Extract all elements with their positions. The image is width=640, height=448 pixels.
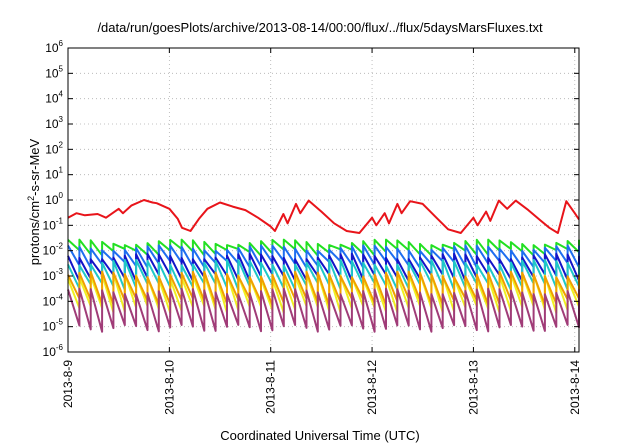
chart-title: /data/run/goesPlots/archive/2013-08-14/0… bbox=[97, 20, 543, 35]
y-tick-label: 10-1 bbox=[43, 216, 64, 232]
x-tick-label: 2013-8-14 bbox=[568, 360, 582, 415]
y-axis-label: protons/cm2-s-sr-MeV bbox=[26, 139, 42, 265]
x-tick-label: 2013-8-12 bbox=[365, 360, 379, 415]
x-tick-label: 2013-8-9 bbox=[61, 360, 75, 408]
y-ticks: 10-6 10-5 10-4 10-3 10-2 10-1 100 101 102 103 104 1… bbox=[43, 39, 579, 359]
x-ticks: 2013-8-9 2013-8-10 2013-8-11 2013-8-12 2013-… bbox=[61, 48, 582, 415]
series-line bbox=[67, 287, 580, 333]
y-tick-label: 106 bbox=[45, 39, 63, 55]
y-tick-label: 10-2 bbox=[43, 242, 64, 258]
y-tick-label: 10-6 bbox=[43, 343, 64, 359]
series-line bbox=[67, 199, 580, 234]
series-lines bbox=[67, 199, 580, 333]
y-tick-label: 10-3 bbox=[43, 267, 64, 283]
y-axis-label-prefix: protons/cm bbox=[27, 200, 43, 266]
y-tick-label: 104 bbox=[45, 90, 63, 106]
y-tick-label: 10-4 bbox=[43, 292, 64, 308]
y-tick-label: 105 bbox=[45, 64, 63, 80]
y-tick-label: 103 bbox=[45, 115, 63, 131]
y-tick-label: 10-5 bbox=[43, 318, 64, 334]
y-tick-label: 102 bbox=[45, 140, 63, 156]
y-tick-label: 101 bbox=[45, 166, 63, 182]
x-axis-label: Coordinated Universal Time (UTC) bbox=[220, 428, 420, 443]
x-tick-label: 2013-8-13 bbox=[466, 360, 480, 415]
x-tick-label: 2013-8-10 bbox=[162, 360, 176, 415]
x-tick-label: 2013-8-11 bbox=[264, 360, 278, 414]
y-axis-label-sup: 2 bbox=[25, 195, 36, 201]
y-axis-label-suffix: -s-sr-MeV bbox=[27, 138, 43, 196]
y-tick-label: 100 bbox=[45, 191, 63, 207]
